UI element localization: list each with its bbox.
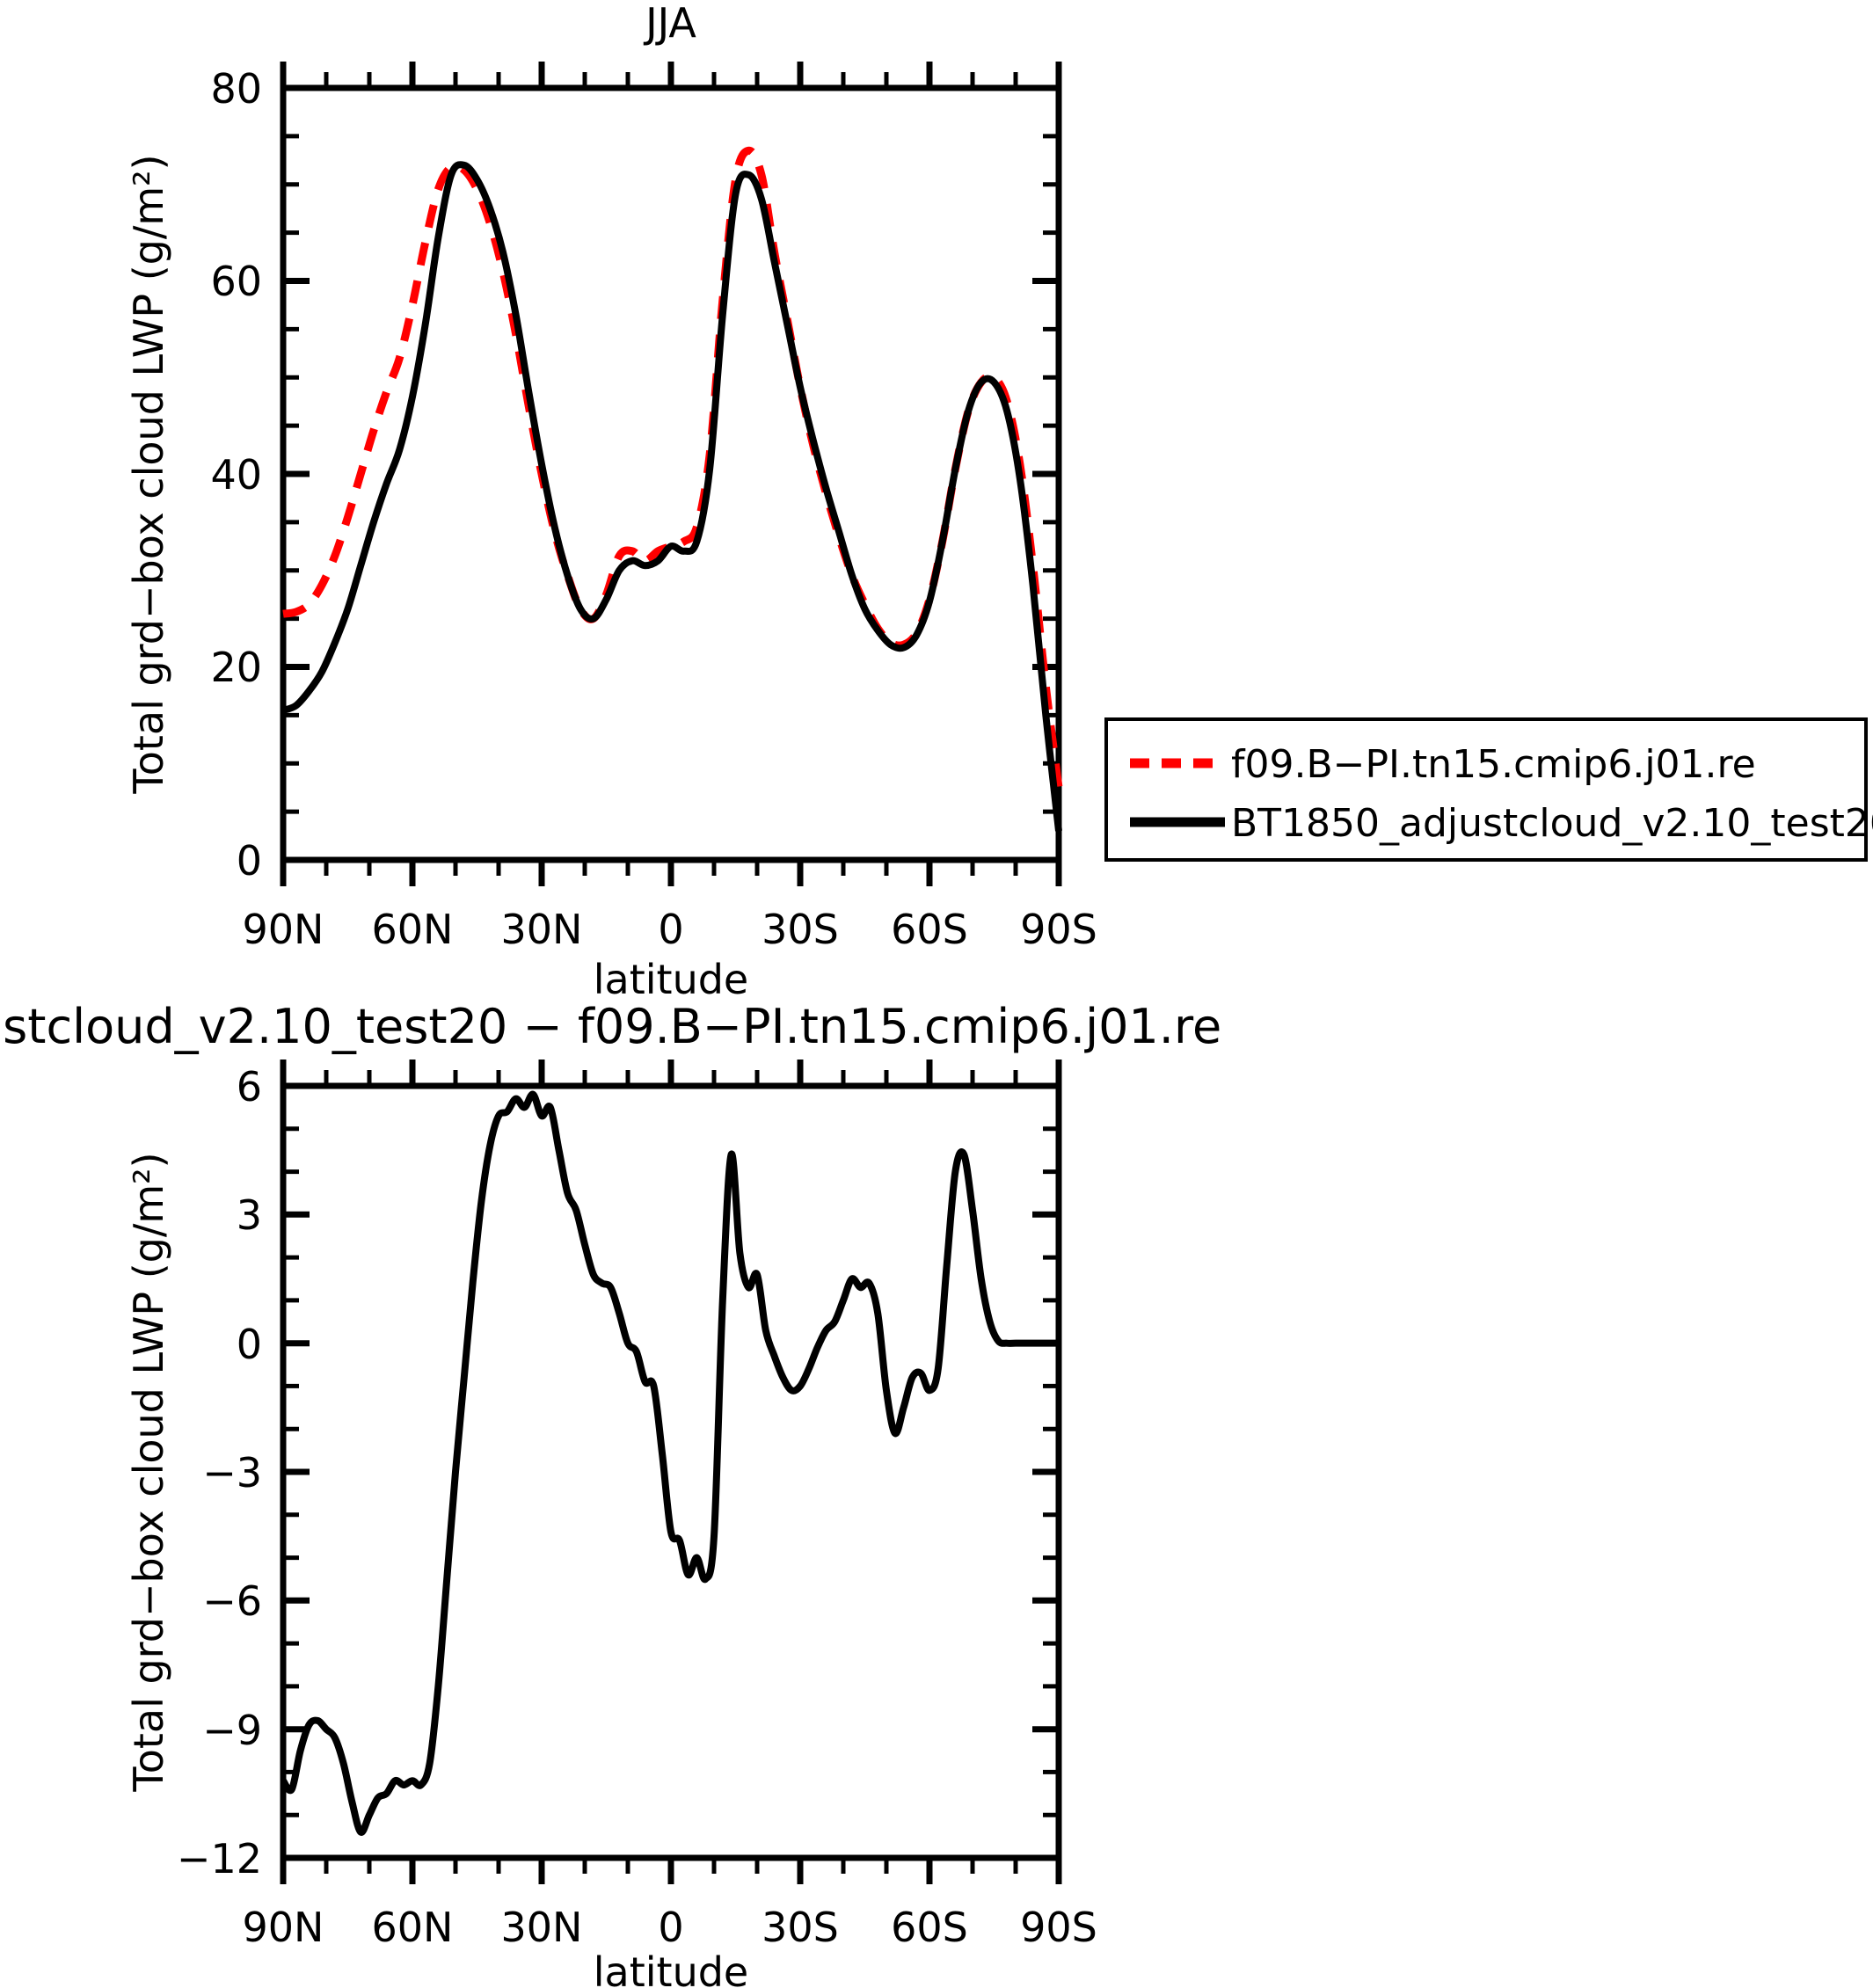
bottom-ytick-label-0: 0 bbox=[237, 1321, 262, 1368]
bottom-xtick-label-30n: 30N bbox=[501, 1904, 583, 1951]
top-xtick-label-30n: 30N bbox=[501, 906, 583, 953]
top-ytick-label-60: 60 bbox=[210, 258, 262, 305]
bottom-xtick-label-60s: 60S bbox=[891, 1904, 968, 1951]
top-xtick-label-90s: 90S bbox=[1020, 906, 1097, 953]
bottom-ytick-label-neg9: −9 bbox=[202, 1707, 262, 1754]
bottom-ytick-label-6: 6 bbox=[237, 1063, 262, 1111]
legend-label-1: BT1850_adjustcloud_v2.10_test20 bbox=[1231, 801, 1873, 846]
bottom-xtick-label-30s: 30S bbox=[762, 1904, 839, 1951]
top-x-minor-ticks bbox=[324, 72, 1018, 876]
top-panel: JJA bbox=[125, 0, 1097, 1003]
top-yaxis-title: Total grd−box cloud LWP (g/m²) bbox=[125, 154, 172, 794]
bottom-yaxis-title: Total grd−box cloud LWP (g/m²) bbox=[125, 1152, 172, 1792]
legend-box bbox=[1104, 717, 1868, 862]
top-xaxis-title: latitude bbox=[594, 956, 748, 1003]
bottom-xtick-label-90n: 90N bbox=[243, 1904, 324, 1951]
top-ytick-label-40: 40 bbox=[210, 451, 262, 499]
bottom-xtick-label-60n: 60N bbox=[372, 1904, 454, 1951]
bottom-ytick-label-neg3: −3 bbox=[202, 1449, 262, 1496]
bottom-xaxis-title: latitude bbox=[594, 1948, 748, 1988]
top-xtick-label-90n: 90N bbox=[243, 906, 324, 953]
top-xtick-label-0: 0 bbox=[658, 906, 683, 953]
bottom-panel: 6 3 0 −3 −6 −9 −12 90N 60N 30N 0 30S 60S… bbox=[125, 1060, 1097, 1988]
bottom-ytick-label-neg12: −12 bbox=[177, 1835, 262, 1882]
bottom-x-major-ticks bbox=[280, 1060, 1062, 1884]
top-y-minor-ticks bbox=[283, 134, 1059, 814]
series-line-f09-reference bbox=[282, 146, 1063, 789]
series-line-difference bbox=[280, 1090, 1059, 1836]
top-x-major-ticks bbox=[280, 62, 1062, 886]
bottom-x-minor-ticks bbox=[324, 1070, 1018, 1874]
bottom-xtick-label-90s: 90S bbox=[1020, 1904, 1097, 1951]
top-y-major-ticks bbox=[283, 84, 1059, 863]
bottom-ytick-label-3: 3 bbox=[237, 1191, 262, 1239]
bottom-xtick-label-0: 0 bbox=[658, 1904, 683, 1951]
top-panel-title: JJA bbox=[643, 0, 696, 47]
top-ytick-label-80: 80 bbox=[210, 65, 262, 113]
difference-panel-title: 50_adjustcloud_v2.10_test20 − f09.B−PI.t… bbox=[0, 999, 1221, 1054]
legend-label-0: f09.B−PI.tn15.cmip6.j01.re bbox=[1231, 742, 1756, 787]
series-line-bt1850-test bbox=[281, 161, 1062, 832]
top-xtick-label-60s: 60S bbox=[891, 906, 968, 953]
top-xtick-label-60n: 60N bbox=[372, 906, 454, 953]
bottom-y-major-ticks bbox=[283, 1082, 1059, 1861]
bottom-ytick-label-neg6: −6 bbox=[202, 1577, 262, 1625]
legend: f09.B−PI.tn15.cmip6.j01.re BT1850_adjust… bbox=[1104, 717, 1873, 862]
top-xtick-label-30s: 30S bbox=[762, 906, 839, 953]
top-ytick-label-0: 0 bbox=[237, 837, 262, 885]
bottom-y-minor-ticks bbox=[283, 1126, 1059, 1817]
top-ytick-label-20: 20 bbox=[210, 644, 262, 691]
